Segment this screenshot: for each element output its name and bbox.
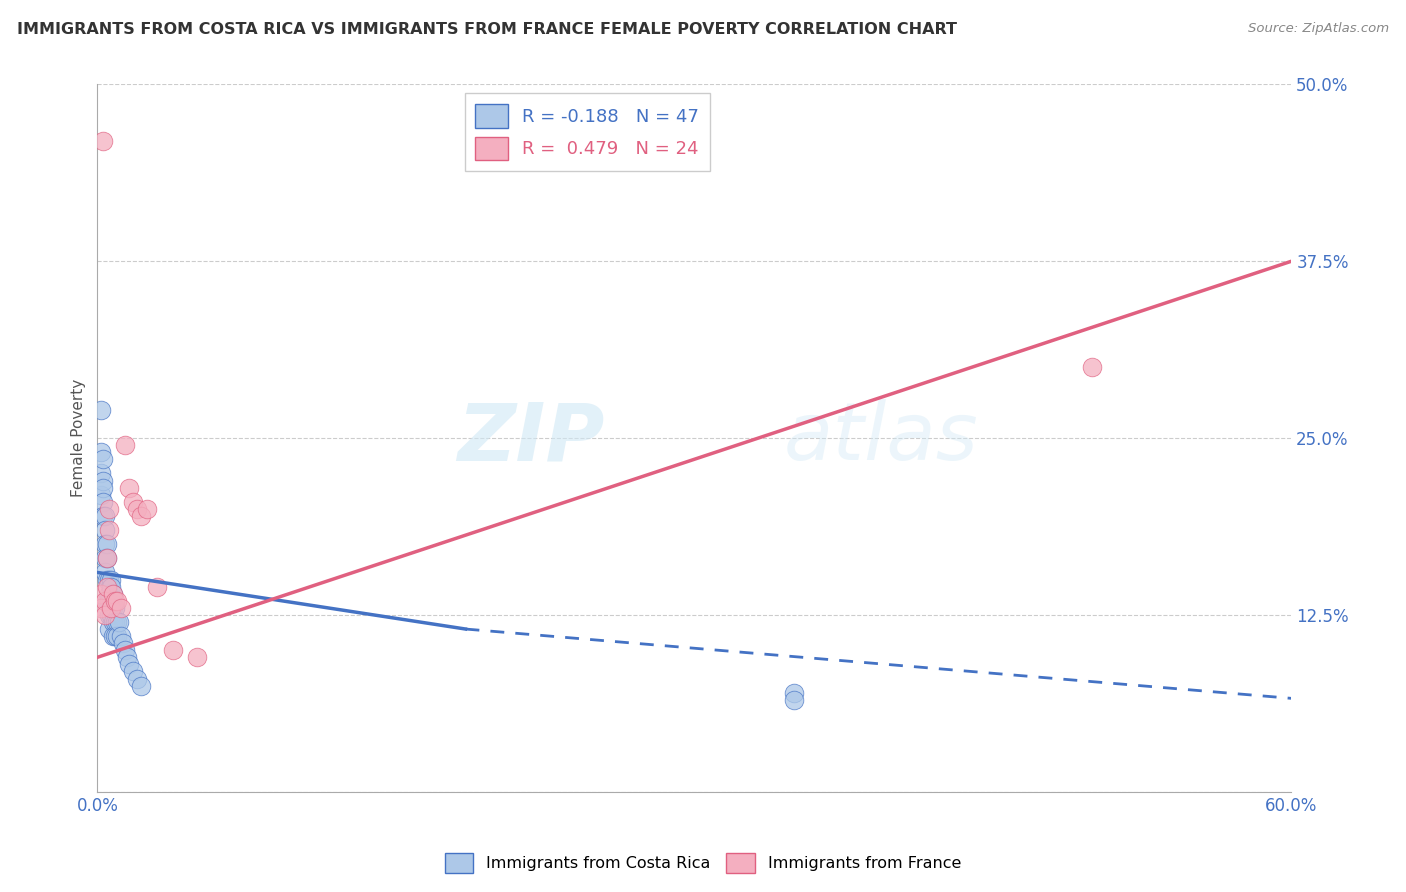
Point [104,593,127,607]
Point [114,643,136,657]
Point [100,607,122,622]
Point [105,629,128,643]
Point [122,494,145,508]
Text: IMMIGRANTS FROM COSTA RICA VS IMMIGRANTS FROM FRANCE FEMALE POVERTY CORRELATION : IMMIGRANTS FROM COSTA RICA VS IMMIGRANTS… [17,22,957,37]
Point [94,523,117,537]
Point [783,686,806,700]
Point [90,488,112,502]
Point [91,481,114,495]
Point [104,600,127,615]
Point [105,593,128,607]
Point [98,593,121,607]
Point [100,573,122,587]
Point [1081,360,1104,375]
Point [105,615,128,629]
Point [94,566,117,580]
Point [94,537,117,551]
Point [114,438,136,452]
Point [91,134,114,148]
Point [103,615,125,629]
Point [91,474,114,488]
Point [146,580,169,594]
Text: atlas: atlas [785,399,979,477]
Point [96,551,118,566]
Point [186,650,208,665]
Point [96,580,118,594]
Point [115,650,138,665]
Point [127,501,149,516]
Point [103,629,125,643]
Point [100,600,122,615]
Point [108,615,131,629]
Point [783,692,806,706]
Point [100,593,122,607]
Point [90,467,112,481]
Point [96,593,118,607]
Point [98,501,121,516]
Point [103,587,125,601]
Point [94,593,117,607]
Point [91,452,114,467]
Point [118,657,141,672]
Point [90,600,112,615]
Legend: Immigrants from Costa Rica, Immigrants from France: Immigrants from Costa Rica, Immigrants f… [439,847,967,880]
Point [136,501,159,516]
Point [91,494,114,508]
Point [103,587,125,601]
Point [122,665,145,679]
Text: ZIP: ZIP [457,399,605,477]
Point [98,607,121,622]
Point [110,600,132,615]
Point [129,679,152,693]
Point [118,481,141,495]
Point [90,587,112,601]
Point [129,508,152,523]
Point [127,672,149,686]
Y-axis label: Female Poverty: Female Poverty [72,379,86,497]
Point [162,643,184,657]
Point [94,551,117,566]
Point [110,629,132,643]
Legend: R = -0.188   N = 47, R =  0.479   N = 24: R = -0.188 N = 47, R = 0.479 N = 24 [464,94,710,170]
Point [98,573,121,587]
Point [98,523,121,537]
Point [91,508,114,523]
Point [94,508,117,523]
Point [96,537,118,551]
Point [104,615,127,629]
Point [96,573,118,587]
Point [98,622,121,636]
Point [90,402,112,417]
Point [96,551,118,566]
Point [94,607,117,622]
Point [98,587,121,601]
Point [112,636,135,650]
Point [100,580,122,594]
Point [104,629,127,643]
Point [90,445,112,459]
Point [103,600,125,615]
Text: Source: ZipAtlas.com: Source: ZipAtlas.com [1249,22,1389,36]
